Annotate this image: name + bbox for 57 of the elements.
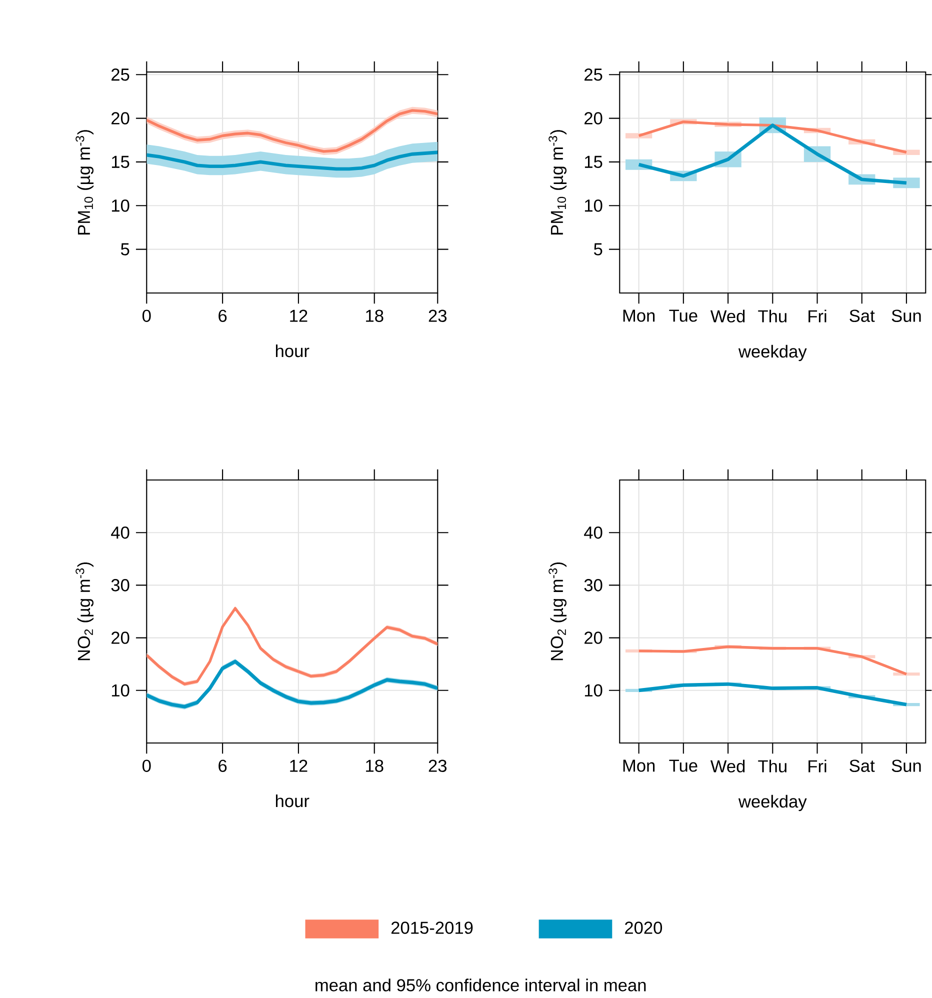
- x-tick-label: 6: [218, 310, 227, 322]
- x-tick-label: 6: [218, 760, 227, 772]
- y-tick-label: 5: [594, 243, 602, 256]
- x-tick-label: Wed: [710, 760, 745, 772]
- y-axis-title: NO$_{2}$ (µg m$^{-3}$): [76, 562, 94, 660]
- x-tick-label: Thu: [758, 760, 787, 772]
- line-series: [637, 124, 908, 185]
- legend-label: 2015-2019: [392, 922, 473, 934]
- x-tick-label: Mon: [624, 310, 655, 322]
- y-tick-label: 5: [121, 243, 130, 256]
- y-tick-label: 10: [112, 684, 130, 697]
- x-tick-label: 12: [290, 310, 308, 322]
- x-axis-title: hour: [276, 344, 310, 358]
- y-tick-label: 20: [584, 632, 602, 644]
- x-tick-label: 18: [366, 310, 384, 322]
- text: mean and 95% confidence interval in mean: [316, 978, 646, 992]
- y-tick-label: 25: [112, 68, 130, 81]
- x-tick-label: 23: [429, 310, 447, 322]
- y-tick-label: 15: [585, 156, 602, 168]
- x-tick-label: 12: [290, 760, 308, 772]
- x-axis-title: hour: [276, 794, 310, 808]
- line-series: [637, 682, 908, 706]
- y-tick-label: 40: [111, 526, 130, 539]
- x-tick-label: Fri: [808, 310, 826, 322]
- x-tick-label: Sat: [850, 310, 875, 322]
- x-tick-label: Thu: [758, 310, 787, 322]
- x-tick-label: Sat: [850, 760, 875, 772]
- y-tick-label: 25: [584, 68, 602, 81]
- x-tick-label: Fri: [808, 760, 826, 772]
- y-tick-label: 30: [584, 579, 602, 592]
- line-series: [638, 120, 908, 154]
- y-tick-label: 40: [584, 526, 602, 539]
- legend-label: 2020: [625, 922, 662, 934]
- y-tick-label: 20: [112, 112, 130, 124]
- x-tick-label: Mon: [624, 760, 655, 772]
- x-tick-label: Sun: [892, 310, 921, 322]
- y-tick-label: 10: [112, 199, 130, 212]
- y-axis-title: PM$_{10}$ (µg m$^{-3}$): [548, 130, 567, 234]
- y-tick-label: 10: [585, 199, 602, 212]
- x-tick-label: 0: [142, 760, 151, 772]
- x-tick-label: Wed: [710, 310, 745, 322]
- y-tick-label: 20: [584, 112, 602, 124]
- y-tick-label: 30: [111, 579, 130, 592]
- y-axis-title: NO$_{2}$ (µg m$^{-3}$): [548, 562, 567, 660]
- line-series: [638, 645, 908, 676]
- y-axis-title: PM$_{10}$ (µg m$^{-3}$): [76, 130, 94, 234]
- x-tick-label: 18: [366, 760, 384, 772]
- x-axis-title: weekday: [738, 344, 807, 362]
- x-tick-label: Tue: [669, 310, 698, 322]
- x-tick-label: 0: [142, 310, 151, 322]
- x-tick-label: Sun: [892, 760, 921, 772]
- y-tick-label: 15: [112, 156, 130, 168]
- y-tick-label: 10: [585, 684, 602, 697]
- x-axis-title: weekday: [738, 794, 807, 812]
- x-tick-label: Tue: [669, 760, 698, 772]
- x-tick-label: 23: [429, 760, 447, 772]
- y-tick-label: 20: [112, 632, 130, 644]
